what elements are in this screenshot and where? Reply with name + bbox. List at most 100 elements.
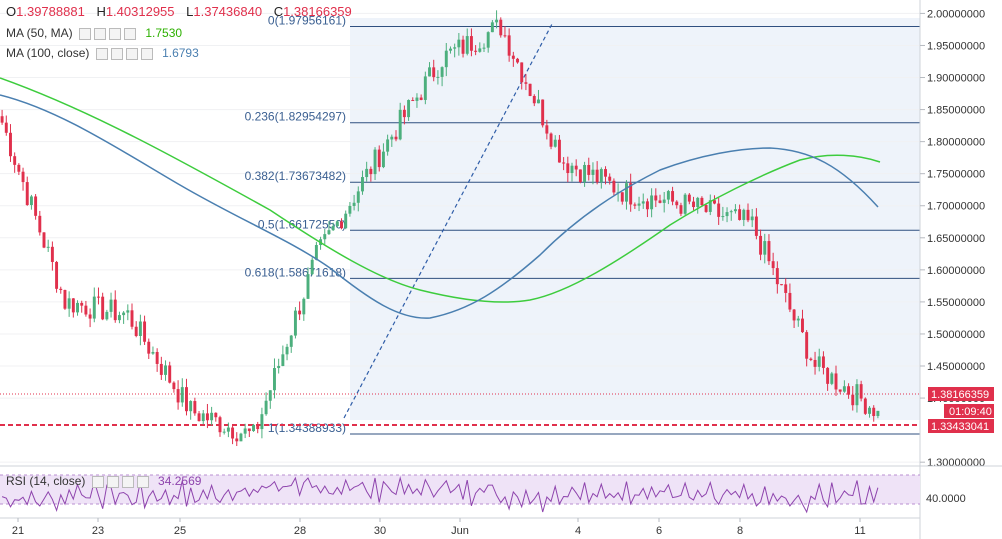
candle-body <box>495 19 499 23</box>
settings-icon[interactable] <box>106 475 119 488</box>
candle-body <box>273 368 276 391</box>
candle-body <box>796 318 800 321</box>
close-icon[interactable] <box>136 475 149 488</box>
candle-body <box>566 163 570 174</box>
candle-body <box>97 296 100 298</box>
candle-body <box>80 302 84 306</box>
candle-body <box>415 97 419 101</box>
candle-body <box>185 387 188 412</box>
candle-body <box>243 428 247 434</box>
candle-body <box>683 194 687 214</box>
candle-body <box>310 259 314 275</box>
candle-body <box>327 230 331 235</box>
candle-body <box>721 216 725 218</box>
candle-body <box>138 321 142 337</box>
candle-body <box>331 226 335 231</box>
rsi-legend[interactable]: RSI (14, close) 34.2569 <box>6 474 201 488</box>
candle-body <box>239 433 243 442</box>
candle-body <box>821 356 825 368</box>
candle-body <box>356 191 360 203</box>
candle-body <box>71 298 75 313</box>
candle-body <box>277 365 281 369</box>
eye-icon[interactable] <box>95 47 108 60</box>
candle-body <box>373 149 377 175</box>
close-icon[interactable] <box>140 47 153 60</box>
time-tick-label: 23 <box>92 525 104 537</box>
candle-body <box>763 241 767 255</box>
candle-body <box>293 310 297 336</box>
candle-body <box>50 246 54 262</box>
fib-level-label: 0.236(1.82954297) <box>245 110 346 124</box>
candle-body <box>17 164 21 172</box>
candle-body <box>298 310 302 315</box>
current-price-label: 1.38166359 <box>931 389 989 401</box>
candle-body <box>176 389 180 403</box>
candle-body <box>750 216 754 221</box>
candle-body <box>725 212 729 217</box>
candle-body <box>834 373 838 390</box>
eye-icon[interactable] <box>91 475 104 488</box>
candle-body <box>700 197 704 206</box>
candle-body <box>109 299 113 312</box>
candle-body <box>520 62 524 83</box>
candle-body <box>641 201 645 204</box>
close-value: 1.38166359 <box>283 4 352 19</box>
candle-body <box>792 309 796 321</box>
ma100-value: 1.6793 <box>162 46 199 60</box>
candle-body <box>402 109 406 118</box>
close-icon[interactable] <box>124 27 137 40</box>
time-tick-label: 28 <box>294 525 306 537</box>
candle-body <box>511 55 515 59</box>
candle-body <box>264 400 268 415</box>
rsi-axis-tick: 40.0000 <box>926 493 966 505</box>
candle-body <box>247 428 251 432</box>
price-tick-label: 1.95000000 <box>927 40 985 52</box>
candle-body <box>599 169 603 183</box>
candle-body <box>461 39 465 54</box>
high-label: H <box>96 4 106 19</box>
settings-icon[interactable] <box>110 47 123 60</box>
candle-body <box>499 19 503 36</box>
candle-body <box>444 50 448 68</box>
candle-body <box>733 209 737 212</box>
candle-body <box>553 139 557 147</box>
fib-level-label: 0.382(1.73673482) <box>245 169 346 183</box>
open-label: O <box>6 4 17 19</box>
format-icon[interactable] <box>109 27 122 40</box>
candle-body <box>654 195 658 201</box>
candle-body <box>608 176 612 181</box>
rsi-label: RSI (14, close) <box>6 474 86 488</box>
candle-body <box>126 310 130 313</box>
candle-body <box>474 50 478 52</box>
candle-body <box>143 321 147 342</box>
candle-body <box>105 311 109 320</box>
candle-body <box>344 213 348 229</box>
ma50-line <box>0 77 881 303</box>
settings-icon[interactable] <box>94 27 107 40</box>
ma100-legend[interactable]: MA (100, close) 1.6793 <box>6 46 199 60</box>
candle-body <box>260 414 264 430</box>
price-tick-label: 1.90000000 <box>927 73 985 85</box>
candle-body <box>432 67 436 78</box>
format-icon[interactable] <box>121 475 134 488</box>
fib-trend-line <box>343 23 553 419</box>
format-icon[interactable] <box>125 47 138 60</box>
candle-body <box>407 100 411 118</box>
candle-body <box>759 235 763 255</box>
candle-body <box>516 58 519 63</box>
candle-body <box>172 382 176 390</box>
time-axis: 21 23 25 28 30 Jun 4 6 8 11 <box>12 518 866 537</box>
candle-body <box>583 164 587 183</box>
candle-body <box>838 389 842 392</box>
candle-body <box>788 292 792 310</box>
candle-body <box>679 205 683 214</box>
candle-body <box>377 149 381 168</box>
fib-level-label: 0.618(1.58671618) <box>245 265 346 279</box>
close-label: C <box>273 4 284 19</box>
candle-body <box>365 168 369 178</box>
grid <box>0 12 920 463</box>
ma50-legend[interactable]: MA (50, MA) 1.7530 <box>6 26 182 40</box>
eye-icon[interactable] <box>79 27 92 40</box>
candle-body <box>335 221 339 227</box>
